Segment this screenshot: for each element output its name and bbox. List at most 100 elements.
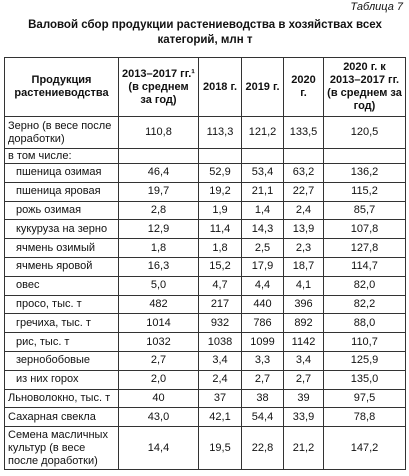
cell-value: 2,5 — [241, 238, 284, 258]
table-row: Льноволокно, тыс. т 40 37 38 39 97,5 — [4, 388, 406, 409]
row-label: Льноволокно, тыс. т — [4, 388, 119, 409]
empty-cell — [241, 148, 284, 164]
cell-value: 136,2 — [323, 163, 406, 183]
cell-value: 53,4 — [241, 163, 284, 183]
cell-value: 1032 — [118, 332, 199, 352]
empty-cell — [283, 148, 324, 164]
cell-value: 19,7 — [118, 181, 199, 202]
cell-value: 114,7 — [323, 256, 406, 277]
cell-value: 82,2 — [323, 294, 406, 315]
empty-cell — [198, 148, 242, 164]
row-label: гречиха, тыс. т — [4, 313, 119, 334]
cell-value: 1,9 — [198, 200, 242, 221]
table-label: Таблица 7 — [350, 1, 403, 13]
cell-value: 42,1 — [198, 407, 242, 428]
cell-value: 1,8 — [198, 238, 242, 258]
table-row: из них горох 2,0 2,4 2,7 2,7 135,0 — [4, 369, 406, 390]
cell-value: 37 — [198, 388, 242, 409]
row-label: рожь озимая — [4, 200, 119, 221]
cell-value: 18,7 — [283, 256, 324, 277]
row-label: Сахарная свекла — [4, 407, 119, 428]
cell-value: 46,4 — [118, 163, 199, 183]
cell-value: 2,7 — [118, 350, 199, 371]
row-label: в том числе: — [4, 148, 119, 164]
cell-value: 2,4 — [198, 369, 242, 390]
cell-value: 396 — [283, 294, 324, 315]
cell-value: 110,7 — [323, 332, 406, 352]
cell-value: 22,7 — [283, 181, 324, 202]
cell-value: 113,3 — [198, 116, 242, 149]
table-row: кукуруза на зерно 12,9 11,4 14,3 13,9 107,8 — [4, 219, 406, 240]
column-header: Продукция растениеводства — [4, 57, 119, 117]
row-label: ячмень яровой — [4, 256, 119, 277]
cell-value: 40 — [118, 388, 199, 409]
cell-value: 97,5 — [323, 388, 406, 409]
cell-value: 1014 — [118, 313, 199, 334]
table-row: Семена масличных культур (в весе после д… — [4, 426, 406, 471]
cell-value: 127,8 — [323, 238, 406, 258]
header-row: Продукция растениеводства 2013–2017 гг.¹ … — [4, 57, 406, 117]
cell-value: 14,4 — [118, 426, 199, 471]
table-row: зернобобовые 2,7 3,4 3,3 3,4 125,9 — [4, 350, 406, 371]
cell-value: 2,7 — [241, 369, 284, 390]
cell-value: 932 — [198, 313, 242, 334]
cell-value: 2,0 — [118, 369, 199, 390]
cell-value: 120,5 — [323, 116, 406, 149]
cell-value: 3,4 — [283, 350, 324, 371]
table-row: Сахарная свекла 43,0 42,1 54,4 33,9 78,8 — [4, 407, 406, 428]
cell-value: 5,0 — [118, 275, 199, 296]
table-row: гречиха, тыс. т 1014 932 786 892 88,0 — [4, 313, 406, 334]
row-label: просо, тыс. т — [4, 294, 119, 315]
empty-cell — [323, 148, 406, 164]
cell-value: 110,8 — [118, 116, 199, 149]
cell-value: 440 — [241, 294, 284, 315]
cell-value: 3,4 — [198, 350, 242, 371]
cell-value: 4,7 — [198, 275, 242, 296]
column-header: 2018 г. — [198, 57, 242, 117]
cell-value: 2,4 — [283, 200, 324, 221]
cell-value: 786 — [241, 313, 284, 334]
column-header: 2020 г. к 2013–2017 гг. (в среднем за го… — [323, 57, 406, 117]
cell-value: 135,0 — [323, 369, 406, 390]
cell-value: 1099 — [241, 332, 284, 352]
cell-value: 11,4 — [198, 219, 242, 240]
cell-value: 1038 — [198, 332, 242, 352]
cell-value: 39 — [283, 388, 324, 409]
table-row: рожь озимая 2,8 1,9 1,4 2,4 85,7 — [4, 200, 406, 221]
cell-value: 88,0 — [323, 313, 406, 334]
cell-value: 19,5 — [198, 426, 242, 471]
cell-value: 2,7 — [283, 369, 324, 390]
column-header: 2019 г. — [241, 57, 284, 117]
cell-value: 22,8 — [241, 426, 284, 471]
column-header: 2020 г. — [283, 57, 324, 117]
table-row: ячмень озимый 1,8 1,8 2,5 2,3 127,8 — [4, 238, 406, 258]
column-header: 2013–2017 гг.¹ (в среднем за год) — [118, 57, 199, 117]
cell-value: 2,3 — [283, 238, 324, 258]
cell-value: 52,9 — [198, 163, 242, 183]
cell-value: 21,1 — [241, 181, 284, 202]
cell-value: 4,4 — [241, 275, 284, 296]
cell-value: 3,3 — [241, 350, 284, 371]
row-label: овес — [4, 275, 119, 296]
cell-value: 85,7 — [323, 200, 406, 221]
row-label: пшеница яровая — [4, 181, 119, 202]
cell-value: 482 — [118, 294, 199, 315]
row-label: Зерно (в весе после доработки) — [4, 116, 119, 149]
cell-value: 17,9 — [241, 256, 284, 277]
table-title: Валовой сбор продукции растениеводства в… — [28, 19, 382, 46]
cell-value: 14,3 — [241, 219, 284, 240]
cell-value: 121,2 — [241, 116, 284, 149]
row-label: Семена масличных культур (в весе после д… — [4, 426, 119, 471]
data-table: Продукция растениеводства 2013–2017 гг.¹ … — [4, 57, 406, 471]
empty-cell — [118, 148, 199, 164]
cell-value: 38 — [241, 388, 284, 409]
cell-value: 15,2 — [198, 256, 242, 277]
cell-value: 33,9 — [283, 407, 324, 428]
cell-value: 217 — [198, 294, 242, 315]
row-label: зернобобовые — [4, 350, 119, 371]
cell-value: 1,4 — [241, 200, 284, 221]
cell-value: 133,5 — [283, 116, 324, 149]
cell-value: 1142 — [283, 332, 324, 352]
table-row: в том числе: — [4, 148, 406, 164]
